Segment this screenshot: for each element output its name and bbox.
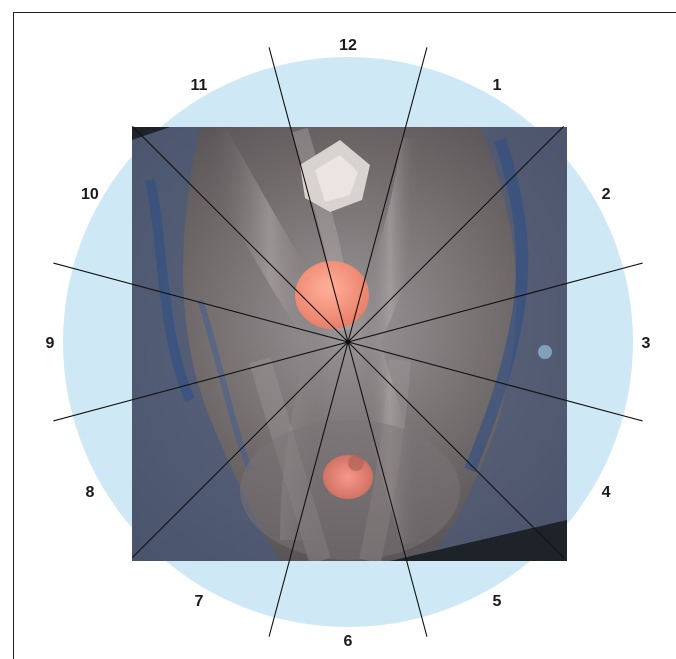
clock-label-8: 8 (85, 484, 94, 501)
clock-label-9: 9 (46, 335, 55, 352)
clock-label-2: 2 (602, 186, 611, 203)
clock-label-10: 10 (81, 186, 99, 203)
clock-label-6: 6 (344, 633, 353, 650)
upper-lesion (295, 261, 369, 329)
figure-border (13, 12, 676, 659)
center-point (345, 339, 351, 345)
clock-label-3: 3 (642, 335, 651, 352)
clock-label-5: 5 (493, 593, 502, 610)
lower-lesion (323, 455, 373, 499)
clock-label-4: 4 (602, 484, 611, 501)
clock-label-1: 1 (493, 77, 502, 94)
clock-label-7: 7 (195, 593, 204, 610)
clock-label-11: 11 (191, 77, 208, 94)
clock-label-12: 12 (339, 37, 357, 54)
